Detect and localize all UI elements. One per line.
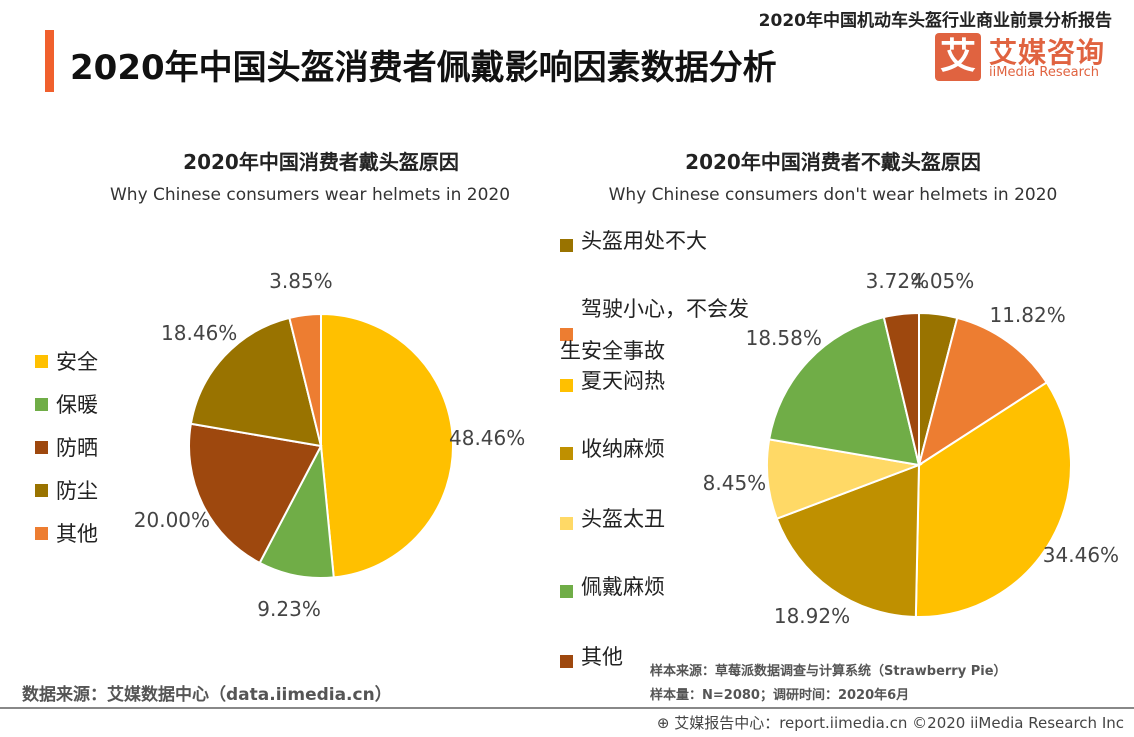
pie1-legend-item: 其他: [560, 644, 623, 678]
legend-swatch: [35, 440, 48, 454]
legend-swatch: [35, 354, 48, 368]
copyright-text: 艾媒报告中心：report.iimedia.cn ©2020 iiMedia R…: [674, 714, 1124, 732]
legend-swatch: [560, 584, 573, 598]
legend-label: 安全: [56, 350, 98, 374]
sample-size: 样本量：N=2080；调研时间：2020年6月: [650, 688, 910, 703]
iimedia-logo: 艾 艾媒咨询 iiMedia Research: [935, 33, 1115, 85]
pie0-legend-item: 防尘: [35, 475, 98, 505]
pie1-data-label: 4.05%: [910, 269, 975, 294]
logo-mark: 艾: [935, 33, 981, 81]
logo-cn: 艾媒咨询: [989, 36, 1106, 69]
pie1-data-label: 11.82%: [989, 302, 1066, 327]
legend-label-line: 生安全事故: [560, 339, 665, 363]
legend-label-line: 驾驶小心，不会发: [581, 297, 749, 321]
pie1-data-label: 8.45%: [702, 470, 767, 495]
pie1-data-label: 34.46%: [1042, 543, 1120, 568]
pie0-data-label: 3.85%: [269, 268, 333, 293]
legend-label: 头盔用处不大: [581, 220, 707, 262]
pie1-legend-item: 夏天闷热: [560, 368, 665, 402]
legend-label: 佩戴麻烦: [581, 566, 665, 608]
pie0-legend-item: 保暖: [35, 389, 98, 419]
legend-swatch: [560, 378, 573, 392]
legend-swatch: [560, 516, 573, 530]
footer-divider: [0, 707, 1134, 709]
pie1-slice-5: [768, 315, 921, 467]
legend-label-line: 头盔用处不大: [581, 229, 707, 253]
legend-label-line: 夏天闷热: [581, 369, 665, 393]
left-chart-title: 2020年中国消费者戴头盔原因: [183, 150, 459, 174]
logo-en: iiMedia Research: [989, 65, 1100, 80]
pie1-legend-item: 收纳麻烦: [560, 436, 665, 470]
right-chart-title: 2020年中国消费者不戴头盔原因: [685, 150, 981, 174]
pie0-data-label: 9.23%: [257, 597, 321, 622]
pie0-legend-item: 防晒: [35, 432, 98, 462]
pie1-legend-item: 驾驶小心，不会发生安全事故: [560, 296, 749, 372]
legend-swatch: [560, 446, 573, 460]
legend-label-line: 其他: [581, 645, 623, 669]
legend-label: 收纳麻烦: [581, 428, 665, 470]
pie0-legend-item: 安全: [35, 346, 98, 376]
pie0-data-label: 20.00%: [133, 507, 211, 532]
legend-label: 其他: [581, 636, 623, 678]
pie1-data-label: 18.58%: [745, 326, 822, 351]
pie1-legend-item: 头盔用处不大: [560, 228, 707, 262]
legend-swatch: [560, 654, 573, 668]
legend-label: 防尘: [56, 479, 98, 503]
pie1-data-label: 3.72%: [865, 268, 930, 293]
legend-label-line: 头盔太丑: [581, 507, 665, 531]
legend-swatch: [35, 526, 48, 540]
globe-icon: ⊕: [656, 714, 675, 732]
pie1-slice-2: [914, 381, 1072, 618]
left-chart-subtitle: Why Chinese consumers wear helmets in 20…: [109, 185, 511, 205]
pie0-legend-item: 其他: [35, 518, 98, 548]
title-accent-bar: [45, 30, 54, 92]
pie0-slice-3: [189, 316, 323, 448]
legend-label: 其他: [56, 522, 98, 546]
right-chart-subtitle: Why Chinese consumers don't wear helmets…: [608, 185, 1058, 205]
legend-label-line: 收纳麻烦: [581, 437, 665, 461]
pie1-legend-item: 佩戴麻烦: [560, 574, 665, 608]
pie0-slice-0: [320, 312, 454, 579]
copyright: ⊕ 艾媒报告中心：report.iimedia.cn ©2020 iiMedia…: [657, 712, 1124, 733]
legend-swatch: [35, 397, 48, 411]
data-source: 数据来源：艾媒数据中心（data.iimedia.cn）: [22, 685, 392, 705]
legend-label: 头盔太丑: [581, 498, 665, 540]
sample-source: 样本来源：草莓派数据调查与计算系统（Strawberry Pie）: [650, 664, 1007, 679]
pie0-data-label: 48.46%: [448, 425, 526, 450]
pie0-slice-4: [288, 312, 322, 447]
pie1-data-label: 18.92%: [773, 604, 851, 629]
page-title: 2020年中国头盔消费者佩戴影响因素数据分析: [70, 48, 777, 88]
legend-swatch: [35, 483, 48, 497]
legend-label: 保暖: [56, 393, 98, 417]
legend-label: 夏天闷热: [581, 360, 665, 402]
pie1-slice-3: [775, 463, 921, 618]
legend-label: 防晒: [56, 436, 98, 460]
report-name: 2020年中国机动车头盔行业商业前景分析报告: [758, 11, 1112, 31]
legend-label-line: 佩戴麻烦: [581, 575, 665, 599]
legend-swatch: [560, 238, 573, 252]
legend-swatch: [560, 327, 573, 341]
pie1-slice-1: [917, 316, 1049, 468]
pie1-slice-6: [882, 311, 920, 466]
pie0-slice-2: [188, 422, 323, 565]
pie0-data-label: 18.46%: [161, 320, 238, 345]
pie1-legend-item: 头盔太丑: [560, 506, 665, 540]
legend-label: 驾驶小心，不会发生安全事故: [560, 288, 749, 372]
